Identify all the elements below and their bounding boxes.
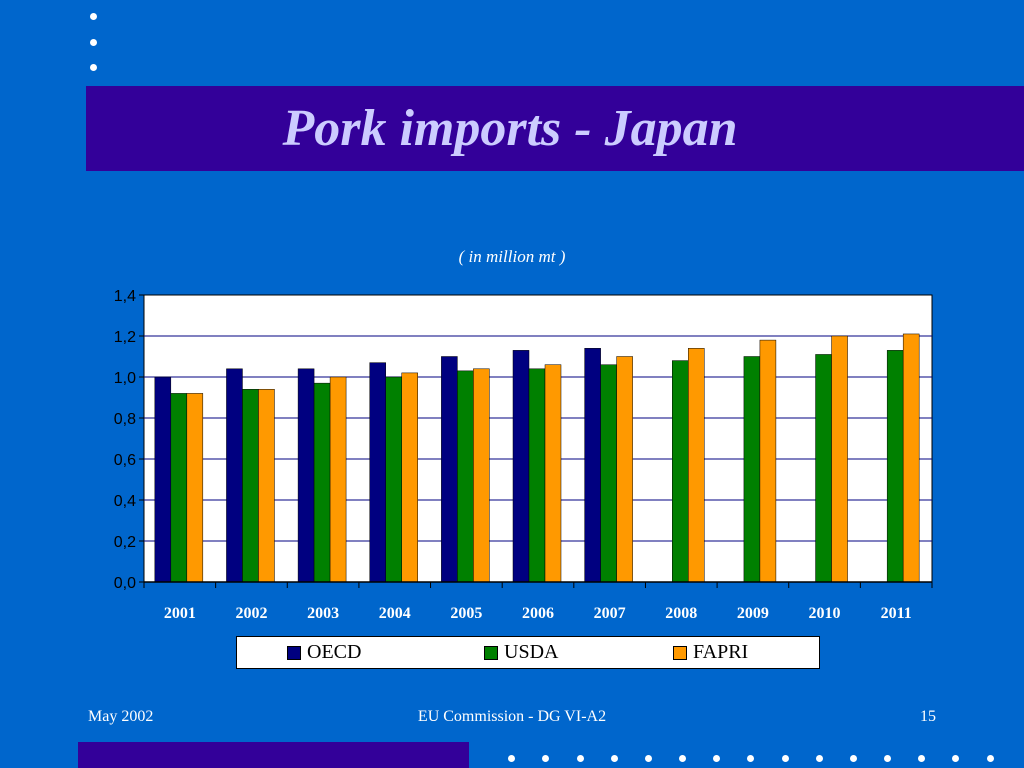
bar-fapri xyxy=(759,339,777,583)
decorative-dot xyxy=(90,39,97,46)
legend-item-usda: USDA xyxy=(484,637,558,668)
chart-subtitle: ( in million mt ) xyxy=(458,247,566,266)
x-tick-label: 2010 xyxy=(809,605,841,622)
decorative-dot xyxy=(987,755,994,762)
y-tick-label: 0,8 xyxy=(114,411,136,428)
legend-label-usda: USDA xyxy=(504,641,559,663)
x-tick-label: 2003 xyxy=(307,605,339,622)
decorative-dot xyxy=(90,13,97,20)
x-tick-label: 2011 xyxy=(881,605,912,622)
chart-legend: OECD USDA FAPRI xyxy=(236,636,820,669)
bar-usda xyxy=(457,370,474,583)
legend-item-oecd: OECD xyxy=(287,637,361,668)
bar-usda xyxy=(600,364,617,583)
bar-usda xyxy=(170,393,188,583)
bar-usda xyxy=(815,354,832,583)
bar-fapri xyxy=(401,372,418,583)
bar-usda xyxy=(385,376,402,583)
decorative-dot xyxy=(782,755,789,762)
legend-label-oecd: OECD xyxy=(307,641,362,663)
decorative-dot xyxy=(679,755,686,762)
decorative-dot xyxy=(90,64,97,71)
y-tick-label: 1,4 xyxy=(114,288,136,305)
bar-oecd xyxy=(369,362,386,583)
bar-usda xyxy=(528,368,546,583)
bar-fapri xyxy=(186,393,204,583)
decorative-dot xyxy=(884,755,891,762)
legend-swatch-usda xyxy=(484,645,498,660)
footer-date: May 2002 xyxy=(88,708,154,725)
y-tick-label: 1,2 xyxy=(114,329,136,346)
x-tick-label: 2004 xyxy=(379,605,411,622)
bottom-bar xyxy=(78,742,469,768)
x-tick-label: 2005 xyxy=(450,605,482,622)
decorative-dot xyxy=(713,755,720,762)
bar-usda xyxy=(672,360,689,583)
title-bar: Pork imports - Japan xyxy=(86,86,1024,171)
y-tick-label: 1,0 xyxy=(114,370,136,387)
x-tick-label: 2006 xyxy=(522,605,554,622)
bar-fapri xyxy=(473,368,490,583)
bar-usda xyxy=(313,382,331,583)
slide-title: Pork imports - Japan xyxy=(282,100,738,157)
bar-oecd xyxy=(441,356,458,583)
bar-fapri xyxy=(616,356,633,583)
bar-fapri xyxy=(258,389,275,583)
y-tick-label: 0,6 xyxy=(114,452,136,469)
legend-swatch-oecd xyxy=(287,645,301,660)
legend-label-fapri: FAPRI xyxy=(693,641,749,663)
decorative-dot xyxy=(918,755,925,762)
footer-source: EU Commission - DG VI-A2 xyxy=(417,708,607,725)
bar-fapri xyxy=(902,333,920,583)
decorative-dot xyxy=(577,755,584,762)
x-tick-label: 2008 xyxy=(665,605,697,622)
bar-fapri xyxy=(831,335,848,583)
bar-oecd xyxy=(226,368,243,583)
decorative-dot xyxy=(508,755,515,762)
bar-oecd xyxy=(297,368,315,583)
decorative-dot xyxy=(952,755,959,762)
x-tick-label: 2002 xyxy=(235,605,267,622)
y-tick-label: 0,4 xyxy=(114,493,136,510)
x-tick-label: 2007 xyxy=(594,605,626,622)
bar-oecd xyxy=(584,348,601,583)
bar-fapri xyxy=(688,348,705,583)
decorative-dot xyxy=(747,755,754,762)
bar-usda xyxy=(886,350,904,583)
bar-usda xyxy=(743,356,761,583)
legend-swatch-fapri xyxy=(673,645,687,660)
decorative-dot xyxy=(542,755,549,762)
bar-usda xyxy=(242,389,259,583)
bar-oecd xyxy=(154,376,172,583)
bar-oecd xyxy=(512,350,530,583)
decorative-dot xyxy=(645,755,652,762)
y-tick-label: 0,0 xyxy=(114,575,136,592)
decorative-dot xyxy=(611,755,618,762)
bar-fapri xyxy=(544,364,562,583)
bar-fapri xyxy=(329,376,347,583)
legend-item-fapri: FAPRI xyxy=(673,637,748,668)
y-tick-label: 0,2 xyxy=(114,534,136,551)
decorative-dot xyxy=(850,755,857,762)
x-tick-label: 2001 xyxy=(164,605,196,622)
decorative-dot xyxy=(816,755,823,762)
x-tick-label: 2009 xyxy=(737,605,769,622)
footer-page-number: 15 xyxy=(920,708,936,725)
